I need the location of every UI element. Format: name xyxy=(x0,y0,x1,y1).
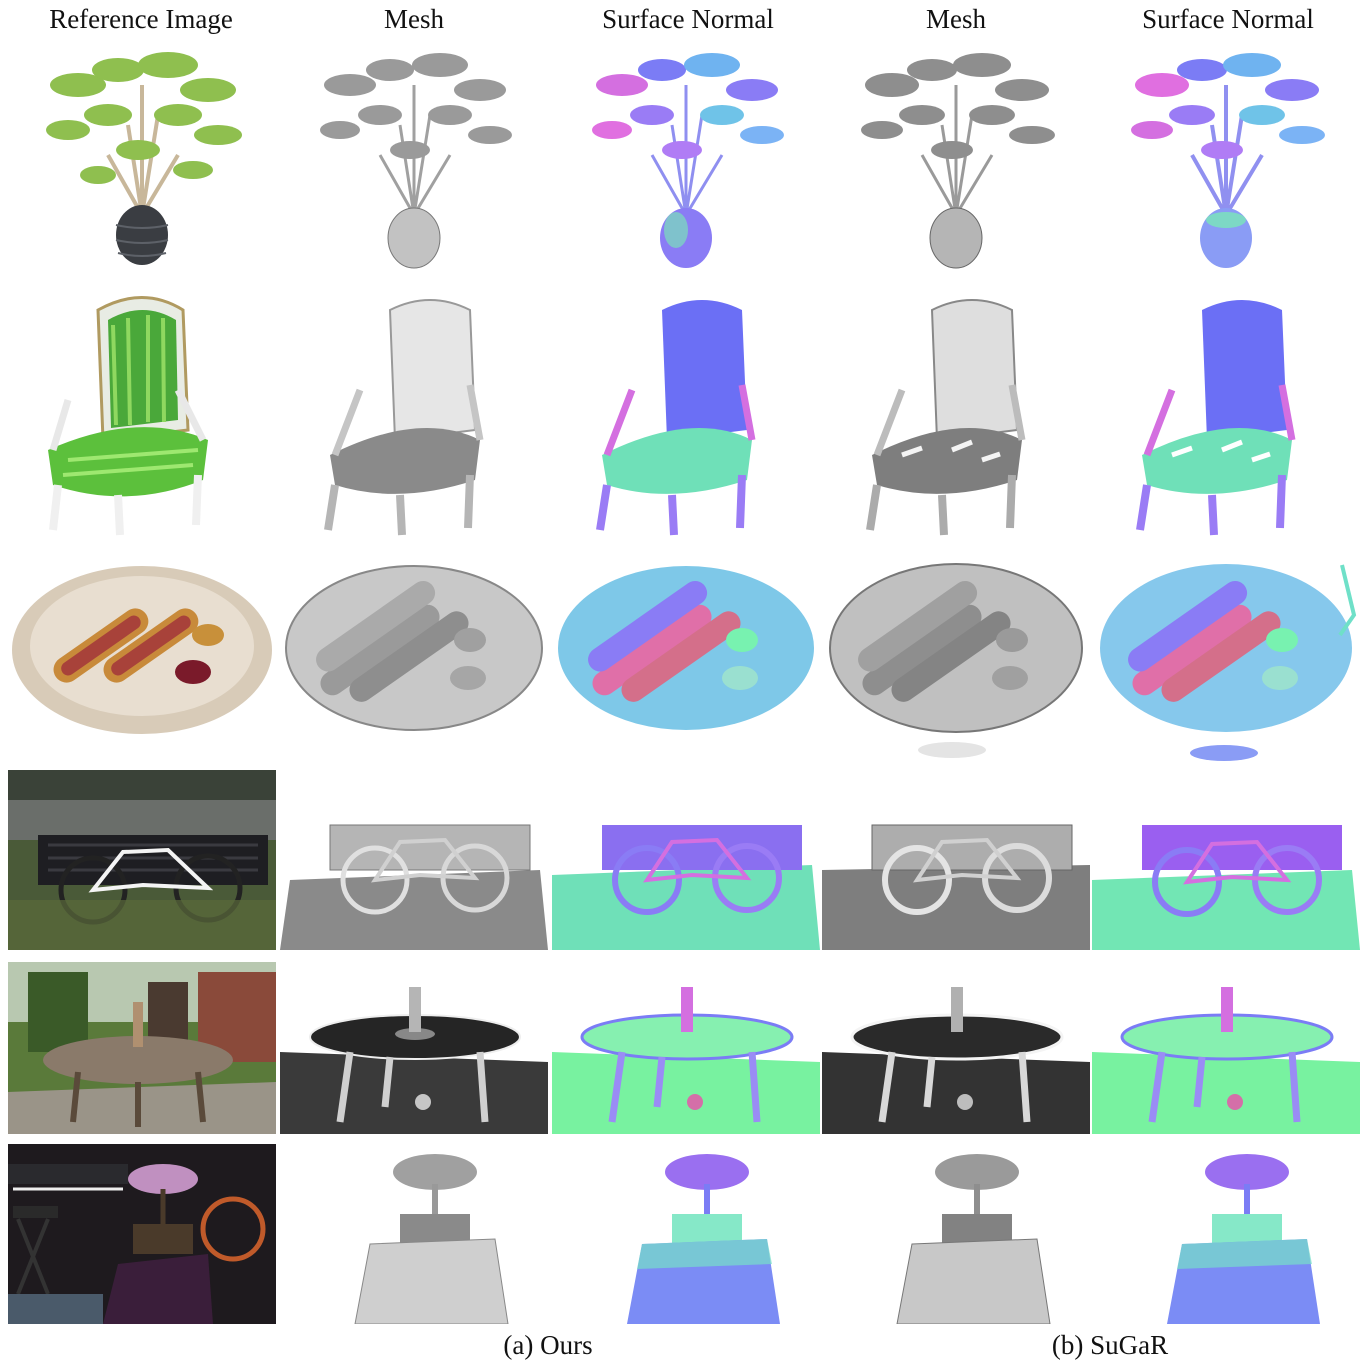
row3-normal-sugar-hotdog xyxy=(1092,555,1360,765)
row5-mesh-ours-garden xyxy=(280,962,548,1134)
row4-normal-ours-bicycle xyxy=(552,770,820,950)
row1-mesh-ours-plant xyxy=(280,45,548,273)
header-mesh-sugar: Mesh xyxy=(926,4,986,34)
row3-mesh-ours-hotdog xyxy=(280,560,548,740)
row4-mesh-sugar-bicycle xyxy=(822,770,1090,950)
row6-mesh-ours-bonsai xyxy=(280,1144,548,1324)
row4-mesh-ours-bicycle xyxy=(280,770,548,950)
row2-reference-chair xyxy=(8,290,276,540)
caption-sugar: (b) SuGaR xyxy=(1051,1330,1169,1360)
row6-normal-ours-bonsai xyxy=(552,1144,820,1324)
header-normal-ours: Surface Normal xyxy=(602,4,774,34)
row5-reference-garden xyxy=(8,962,276,1134)
row6-mesh-sugar-bonsai xyxy=(822,1144,1090,1324)
row1-normal-ours-plant xyxy=(552,45,820,273)
row2-normal-ours-chair xyxy=(552,290,820,540)
row4-reference-bicycle xyxy=(8,770,276,950)
header-reference-image: Reference Image xyxy=(49,4,233,34)
row3-mesh-sugar-hotdog xyxy=(822,560,1090,760)
caption-ours: (a) Ours xyxy=(503,1330,593,1360)
header-mesh-ours: Mesh xyxy=(384,4,444,34)
row3-reference-hotdog xyxy=(8,560,276,740)
row5-normal-ours-garden xyxy=(552,962,820,1134)
row6-reference-bonsai xyxy=(8,1144,276,1324)
row5-normal-sugar-garden xyxy=(1092,962,1360,1134)
row3-normal-ours-hotdog xyxy=(552,560,820,740)
row1-mesh-sugar-plant xyxy=(822,45,1090,273)
row1-reference-plant xyxy=(8,45,276,273)
row2-mesh-ours-chair xyxy=(280,290,548,540)
row6-normal-sugar-bonsai xyxy=(1092,1144,1360,1324)
row5-mesh-sugar-garden xyxy=(822,962,1090,1134)
row2-mesh-sugar-chair xyxy=(822,290,1090,540)
header-normal-sugar: Surface Normal xyxy=(1142,4,1314,34)
row2-normal-sugar-chair xyxy=(1092,290,1360,540)
row4-normal-sugar-bicycle xyxy=(1092,770,1360,950)
row1-normal-sugar-plant xyxy=(1092,45,1360,273)
